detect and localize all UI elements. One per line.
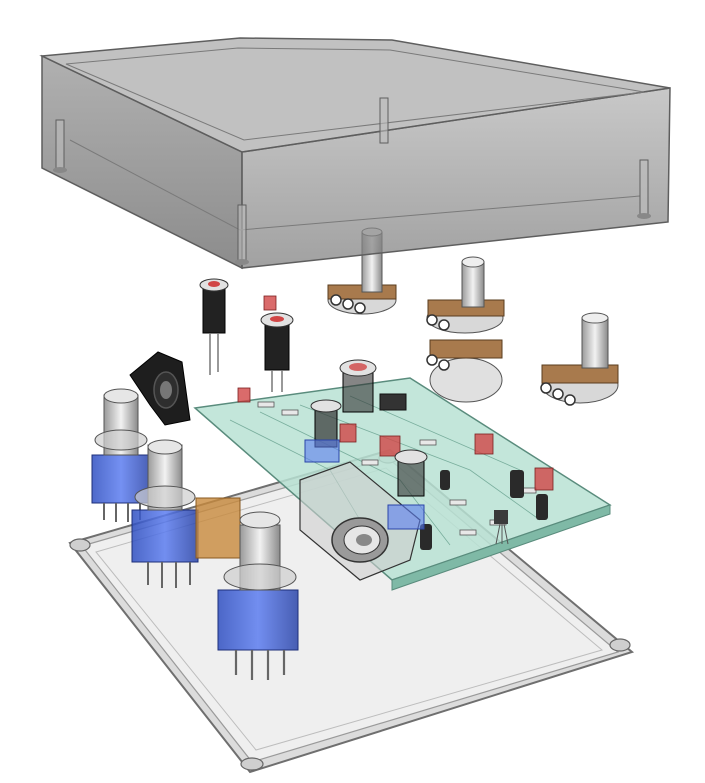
input-jack bbox=[129, 351, 191, 426]
led-bezel-right bbox=[260, 312, 294, 392]
lid-screw-hole-icon bbox=[235, 259, 249, 265]
footswitch-right bbox=[217, 511, 299, 680]
potentiometer-3 bbox=[426, 339, 503, 403]
enclosure-lid bbox=[39, 37, 671, 270]
potentiometer-1 bbox=[327, 227, 397, 315]
output-jack bbox=[299, 461, 421, 581]
electrolytic-capacitors bbox=[420, 470, 548, 550]
base-screw-hole-icon bbox=[240, 757, 264, 771]
led-bezel-pcb-1 bbox=[304, 399, 342, 463]
led-bezel-left bbox=[199, 278, 229, 375]
resistor-array bbox=[257, 401, 537, 536]
orange-block bbox=[195, 497, 241, 559]
led-bezel-pcb-3 bbox=[387, 449, 428, 530]
ic-chip bbox=[379, 393, 407, 411]
lid-screw-hole-icon bbox=[637, 213, 651, 219]
lid-screw-hole-icon bbox=[53, 167, 67, 173]
potentiometer-2 bbox=[426, 256, 505, 334]
base-screw-hole-icon bbox=[609, 638, 631, 652]
led-bezel-pcb-2 bbox=[339, 359, 377, 413]
transistors bbox=[494, 510, 509, 545]
footswitch-left bbox=[91, 388, 151, 522]
potentiometer-4 bbox=[540, 312, 619, 406]
film-capacitors bbox=[237, 295, 554, 491]
lid-screw-posts bbox=[55, 97, 649, 261]
footswitch-middle bbox=[131, 439, 199, 588]
base-screw-hole-icon bbox=[69, 538, 91, 552]
